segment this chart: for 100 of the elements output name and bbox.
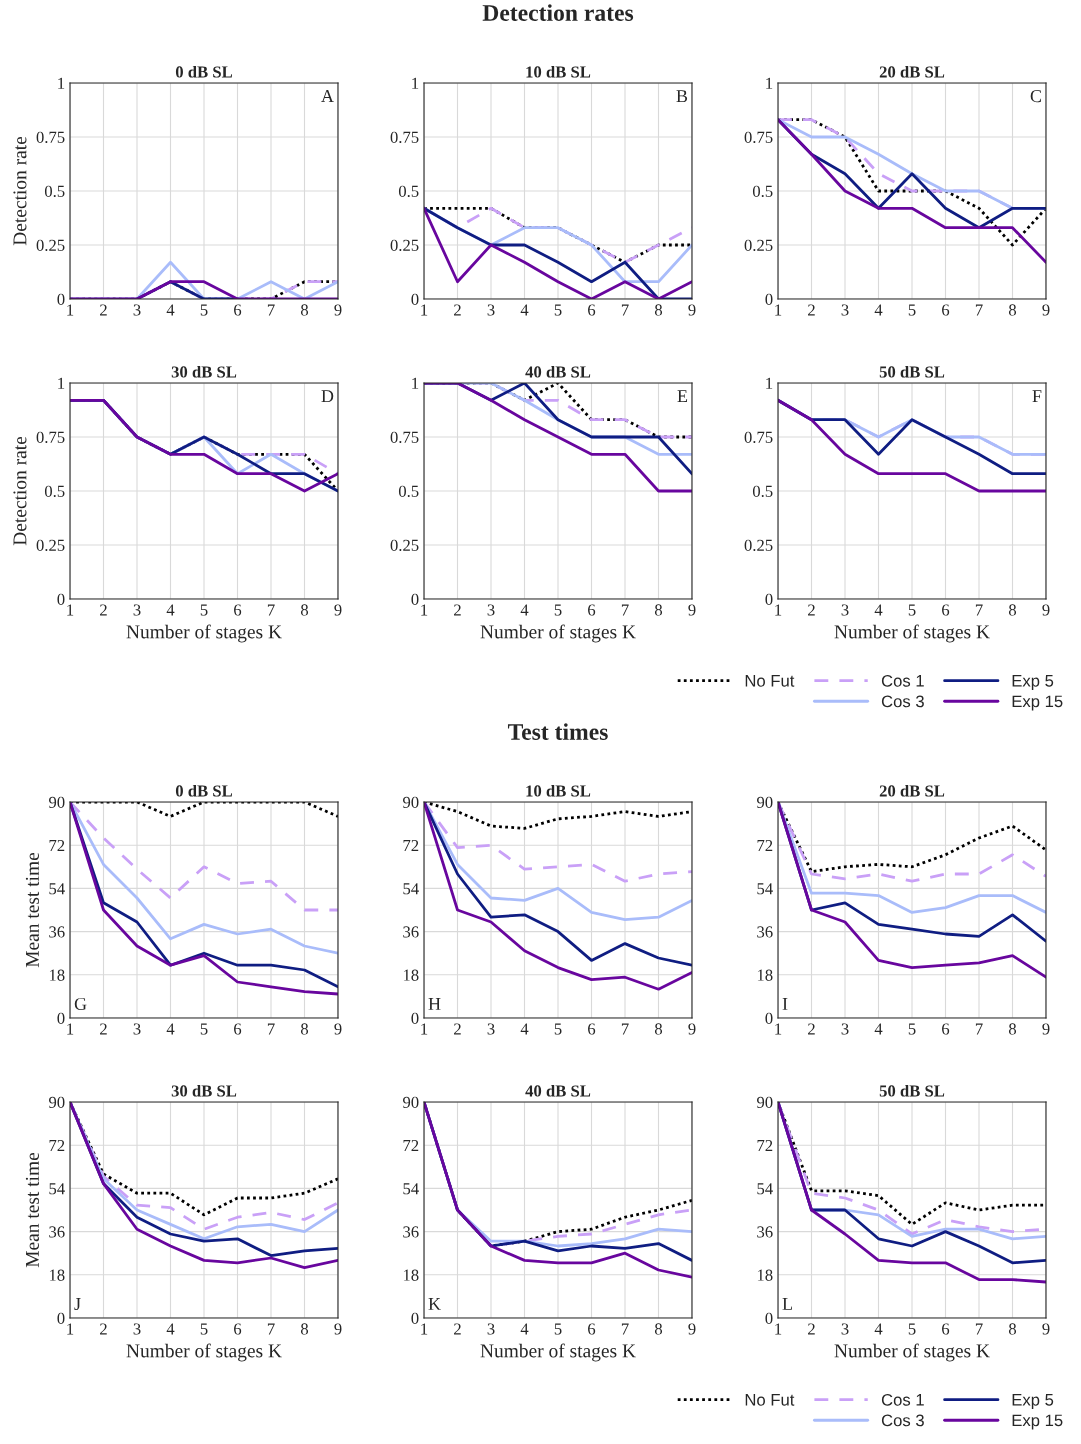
y-tick-label: 0 bbox=[765, 593, 773, 605]
x-tick-label: 2 bbox=[808, 304, 815, 316]
y-tick-label: 0.75 bbox=[744, 431, 773, 444]
chart-title: 30 dB SL bbox=[171, 1084, 237, 1097]
x-tick-label: 6 bbox=[942, 1023, 950, 1035]
x-tick-label: 4 bbox=[166, 1323, 175, 1335]
x-tick-label: 1 bbox=[67, 304, 74, 316]
y-tick-label: 1 bbox=[412, 77, 419, 89]
y-tick-label: 0 bbox=[57, 1012, 65, 1024]
x-tick-label: 6 bbox=[234, 1323, 242, 1335]
y-tick-label: 90 bbox=[49, 796, 65, 808]
y-tick-label: 18 bbox=[403, 1269, 419, 1281]
annotation: I bbox=[782, 998, 788, 1010]
y-tick-label: 90 bbox=[403, 796, 419, 808]
y-tick-label: 54 bbox=[403, 1183, 419, 1195]
x-tick-label: 5 bbox=[908, 1323, 916, 1335]
y-tick-label: 18 bbox=[403, 969, 419, 981]
y-tick-label: 72 bbox=[403, 1139, 419, 1151]
x-tick-label: 1 bbox=[421, 1023, 428, 1035]
chart-title: 10 dB SL bbox=[526, 65, 591, 78]
y-tick-label: 0 bbox=[765, 1012, 773, 1024]
x-tick-label: 7 bbox=[267, 304, 275, 316]
x-tick-label: 7 bbox=[267, 1323, 275, 1335]
x-tick-label: 7 bbox=[975, 304, 983, 316]
y-tick-label: 90 bbox=[757, 796, 773, 808]
y-tick-label: 18 bbox=[49, 1269, 65, 1281]
y-tick-label: 54 bbox=[49, 1183, 65, 1195]
y-tick-label: 90 bbox=[757, 1096, 773, 1108]
y-tick-label: 0 bbox=[57, 1312, 65, 1324]
x-axis-title: Number of stages K bbox=[480, 1343, 636, 1362]
x-tick-label: 9 bbox=[1042, 1323, 1050, 1335]
x-tick-label: 3 bbox=[133, 604, 141, 616]
x-tick-label: 2 bbox=[100, 604, 107, 616]
y-tick-label: 54 bbox=[403, 883, 419, 895]
y-tick-label: 0 bbox=[411, 1012, 419, 1024]
annotation: H bbox=[428, 998, 441, 1010]
x-tick-label: 4 bbox=[520, 604, 529, 616]
y-tick-label: 0.75 bbox=[744, 131, 773, 144]
y-tick-label: 36 bbox=[49, 926, 65, 938]
x-tick-label: 7 bbox=[621, 604, 629, 616]
x-tick-label: 9 bbox=[1042, 304, 1050, 316]
annotation: E bbox=[677, 390, 688, 403]
text: Detection rates bbox=[482, 4, 634, 21]
x-tick-label: 2 bbox=[100, 1023, 107, 1035]
x-tick-label: 9 bbox=[1042, 1023, 1050, 1035]
x-axis-title: Number of stages K bbox=[126, 624, 282, 643]
x-tick-label: 8 bbox=[1008, 604, 1017, 616]
x-tick-label: 5 bbox=[554, 304, 562, 316]
x-tick-label: 7 bbox=[621, 1023, 629, 1035]
y-tick-label: 1 bbox=[766, 377, 773, 389]
y-tick-label: 1 bbox=[412, 377, 419, 389]
y-tick-label: 0.5 bbox=[44, 185, 65, 198]
x-tick-label: 6 bbox=[588, 1023, 596, 1035]
x-tick-label: 4 bbox=[520, 304, 529, 316]
chart-title: 50 dB SL bbox=[879, 1084, 945, 1097]
x-tick-label: 2 bbox=[808, 1323, 815, 1335]
y-tick-label: 0.25 bbox=[744, 239, 773, 252]
x-tick-label: 4 bbox=[166, 1023, 175, 1035]
x-tick-label: 6 bbox=[588, 604, 596, 616]
x-tick-label: 9 bbox=[688, 1023, 696, 1035]
text: Test times bbox=[507, 723, 608, 740]
x-axis-title: Number of stages K bbox=[480, 624, 636, 643]
x-tick-label: 3 bbox=[133, 1023, 141, 1035]
x-tick-label: 8 bbox=[654, 604, 663, 616]
x-tick-label: 8 bbox=[654, 1023, 663, 1035]
y-tick-label: 36 bbox=[757, 926, 773, 938]
y-tick-label: 54 bbox=[757, 883, 773, 895]
y-tick-label: 36 bbox=[403, 926, 419, 938]
x-tick-label: 8 bbox=[1008, 304, 1017, 316]
x-tick-label: 2 bbox=[100, 1323, 107, 1335]
x-tick-label: 5 bbox=[200, 1023, 208, 1035]
legend-label: Exp 5 bbox=[1012, 675, 1054, 691]
y-tick-label: 18 bbox=[757, 1269, 773, 1281]
x-tick-label: 3 bbox=[841, 304, 849, 316]
y-tick-label: 0.75 bbox=[36, 131, 65, 144]
x-tick-label: 2 bbox=[454, 1023, 461, 1035]
chart-title: 50 dB SL bbox=[879, 365, 945, 378]
x-tick-label: 2 bbox=[100, 304, 107, 316]
x-tick-label: 4 bbox=[874, 1023, 883, 1035]
x-tick-label: 3 bbox=[133, 304, 141, 316]
x-tick-label: 1 bbox=[67, 604, 74, 616]
x-tick-label: 4 bbox=[520, 1323, 529, 1335]
x-tick-label: 1 bbox=[421, 604, 428, 616]
chart-title: 20 dB SL bbox=[879, 784, 945, 797]
x-tick-label: 3 bbox=[841, 1323, 849, 1335]
x-tick-label: 7 bbox=[267, 604, 275, 616]
x-tick-label: 8 bbox=[300, 304, 309, 316]
y-tick-label: 54 bbox=[757, 1183, 773, 1195]
y-tick-label: 1 bbox=[766, 77, 773, 89]
x-axis-title: Number of stages K bbox=[126, 1343, 282, 1362]
x-tick-label: 1 bbox=[775, 304, 782, 316]
x-tick-label: 3 bbox=[133, 1323, 141, 1335]
x-tick-label: 8 bbox=[1008, 1323, 1017, 1335]
x-tick-label: 1 bbox=[775, 1323, 782, 1335]
y-axis-title: Detection rate bbox=[13, 436, 27, 546]
x-tick-label: 9 bbox=[334, 604, 342, 616]
x-tick-label: 6 bbox=[234, 604, 242, 616]
x-tick-label: 6 bbox=[942, 604, 950, 616]
x-tick-label: 5 bbox=[908, 304, 916, 316]
x-tick-label: 7 bbox=[975, 1023, 983, 1035]
